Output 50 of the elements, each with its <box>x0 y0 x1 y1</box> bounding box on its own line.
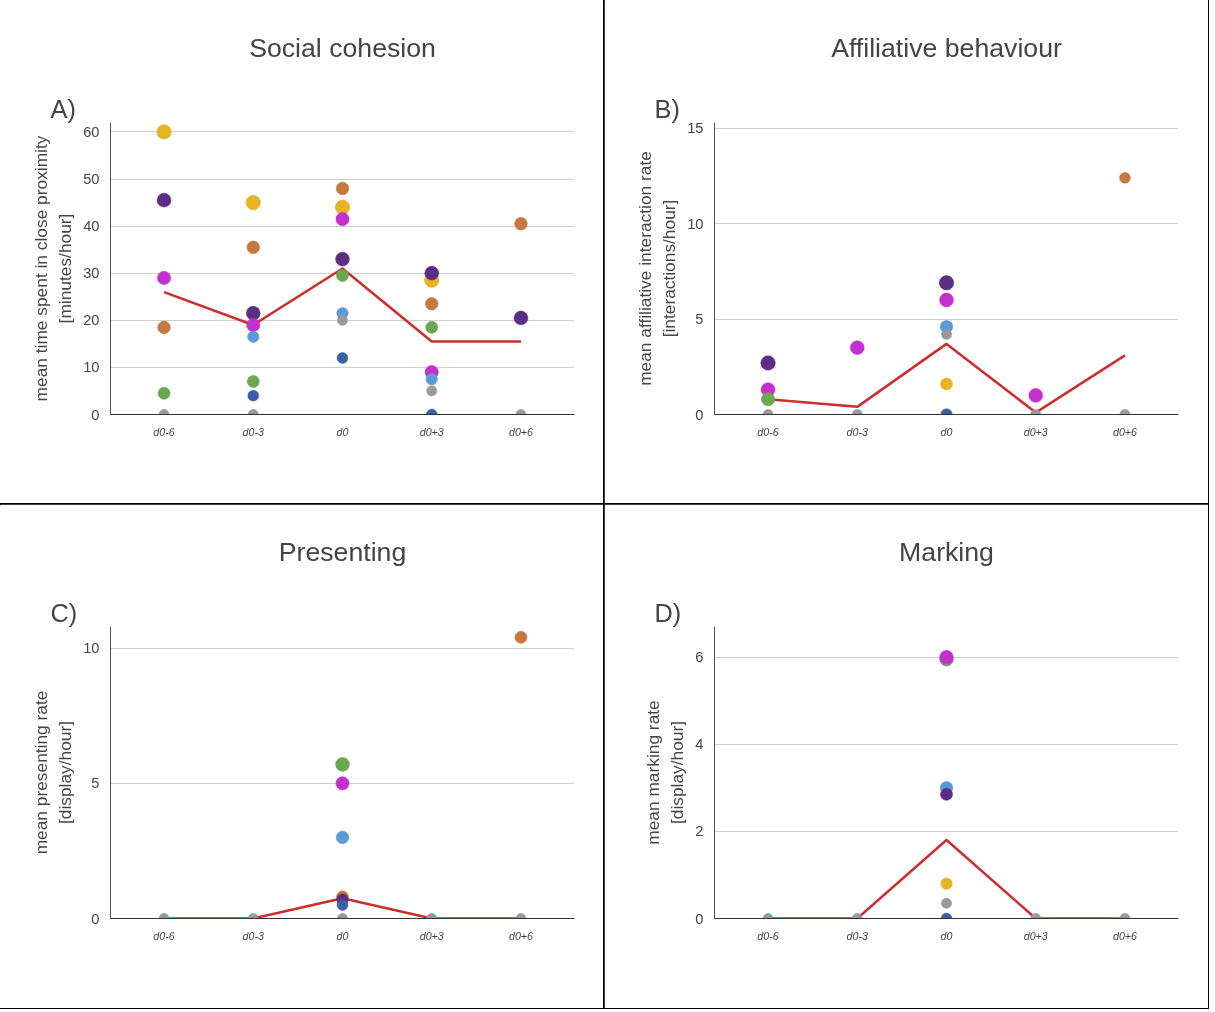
y-tick-label: 0 <box>91 406 100 423</box>
y-tick-label: 30 <box>83 265 100 282</box>
x-tick-label: d0 <box>336 425 349 438</box>
y-axis-title: mean time spent in close proximity [minutes/hour] <box>31 135 76 402</box>
x-tick-label: d0-3 <box>242 929 265 942</box>
y-tick-label: 0 <box>91 910 100 927</box>
x-tick-label: d0-6 <box>153 929 175 942</box>
y-tick-label: 50 <box>83 171 100 188</box>
y-tick-label: 2 <box>695 823 704 840</box>
y-tick-label: 20 <box>83 312 100 329</box>
y-tick-label: 40 <box>83 218 100 235</box>
y-tick-label: 10 <box>83 359 100 376</box>
text: A) <box>50 94 76 123</box>
x-tick-label: d0 <box>940 929 953 942</box>
y-axis-title: mean marking rate [display/hour] <box>643 700 688 845</box>
x-tick-label: d0+6 <box>1112 425 1138 438</box>
chart-title: Marking <box>899 536 994 567</box>
y-tick-label: 6 <box>695 649 704 666</box>
y-axis-title: mean affiliative interaction rate [interactions/hour] <box>635 151 680 386</box>
chart-title: Affiliative behaviour <box>831 32 1062 63</box>
x-tick-label: d0-3 <box>242 425 265 438</box>
x-tick-label: d0-3 <box>846 929 869 942</box>
y-tick-label: 10 <box>83 640 100 657</box>
chart-title: Presenting <box>278 536 407 567</box>
text: D) <box>654 598 682 627</box>
x-tick-label: d0+6 <box>1112 929 1138 942</box>
x-tick-label: d0 <box>336 929 349 942</box>
x-tick-label: d0+3 <box>1023 425 1048 438</box>
y-tick-label: 4 <box>695 736 704 753</box>
y-tick-label: 60 <box>83 123 100 140</box>
x-tick-label: d0-6 <box>153 425 175 438</box>
x-tick-label: d0+3 <box>1023 929 1048 942</box>
text: C) <box>50 598 78 627</box>
text: B) <box>654 94 680 123</box>
x-tick-label: d0+6 <box>508 425 534 438</box>
x-tick-label: d0+3 <box>419 929 444 942</box>
x-tick-label: d0+6 <box>508 929 534 942</box>
x-tick-label: d0-6 <box>757 929 779 942</box>
x-tick-label: d0 <box>940 425 953 438</box>
x-tick-label: d0-3 <box>846 425 869 438</box>
chart-title: Social cohesion <box>249 32 436 63</box>
y-axis-title: mean presenting rate [display/hour] <box>31 690 76 855</box>
y-tick-label: 10 <box>687 215 704 232</box>
x-tick-label: d0+3 <box>419 425 444 438</box>
y-tick-label: 0 <box>695 406 704 423</box>
y-tick-label: 5 <box>91 775 100 792</box>
y-tick-label: 15 <box>687 120 704 137</box>
y-tick-label: 5 <box>695 311 704 328</box>
x-tick-label: d0-6 <box>757 425 779 438</box>
y-tick-label: 0 <box>695 910 704 927</box>
